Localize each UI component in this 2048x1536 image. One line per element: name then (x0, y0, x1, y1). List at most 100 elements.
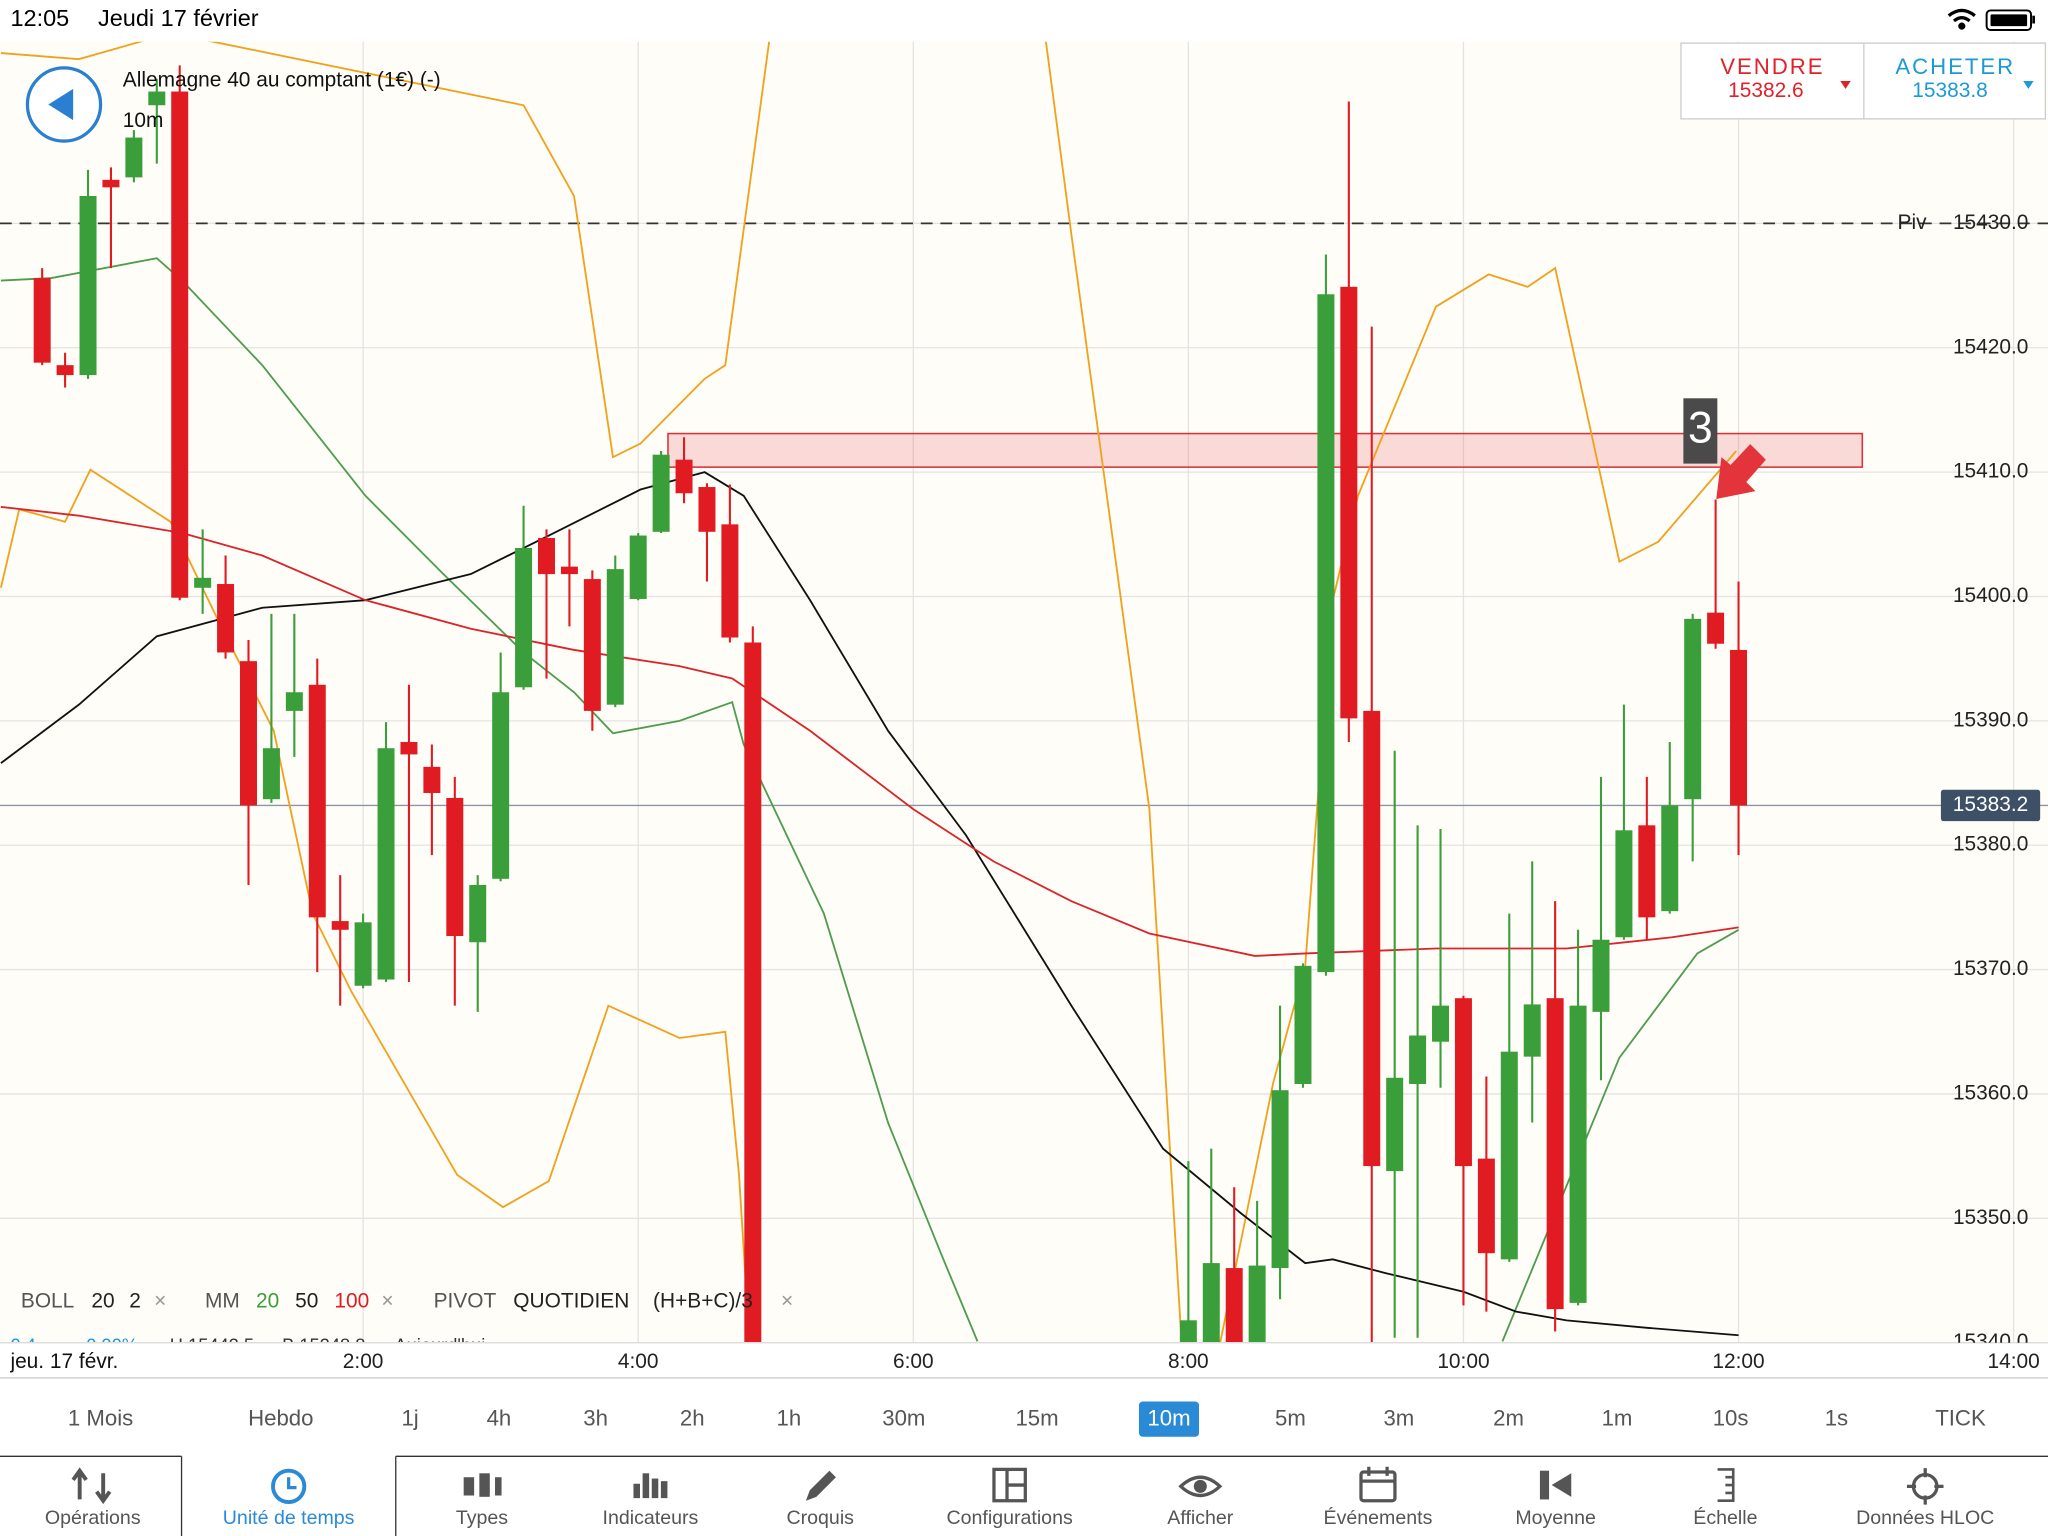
back-button[interactable] (25, 66, 103, 143)
y-tick-label: 15370.0 (1953, 957, 2028, 980)
toolbar-icon (992, 1467, 1027, 1503)
y-tick: 15360.0 (1953, 1081, 2028, 1104)
x-tick-label: 6:00 (893, 1350, 934, 1373)
buy-button[interactable]: ACHETER 15383.8 (1895, 54, 2034, 102)
icon-shape (805, 1470, 836, 1501)
toolbar-button[interactable]: Unité de temps (223, 1468, 355, 1529)
timeframe-button[interactable]: 5m (1275, 1406, 1306, 1431)
buy-label: ACHETER (1895, 54, 2015, 79)
toolbar-button[interactable]: Indicateurs (603, 1473, 699, 1529)
candle-body (721, 524, 739, 638)
timeframe-button[interactable]: 3h (583, 1406, 608, 1431)
toolbar-icon (1539, 1470, 1572, 1500)
timeframe-button[interactable]: 2h (680, 1406, 705, 1431)
y-tick-label: 15410.0 (1953, 460, 2028, 483)
candle-body (400, 741, 418, 755)
legend-param: 20 (256, 1290, 279, 1313)
toolbar-button[interactable]: Données HLOC (1856, 1468, 1994, 1529)
candle-body (1707, 612, 1725, 644)
toolbar-button[interactable]: Croquis (787, 1470, 855, 1529)
legend-param: 20 (91, 1290, 114, 1313)
timeframe-button[interactable]: 1 Mois (68, 1406, 133, 1431)
candle-body (262, 748, 280, 800)
x-tick-label: 12:00 (1712, 1350, 1764, 1373)
candle-body (515, 547, 533, 688)
timeframe-button[interactable]: 3m (1383, 1406, 1414, 1431)
last-price-badge (1940, 789, 2041, 822)
timeframe-button[interactable]: Hebdo (248, 1406, 313, 1431)
timeframe-selected (1138, 1401, 1200, 1437)
timeframe-button[interactable]: 10s (1713, 1406, 1749, 1431)
timeframe-button[interactable]: 30m (882, 1406, 925, 1431)
timeframe-button[interactable]: 10m (1147, 1406, 1190, 1431)
candle-body (652, 454, 670, 532)
toolbar-button[interactable]: Moyenne (1515, 1470, 1596, 1529)
info-item: H 15442.5 (170, 1334, 254, 1355)
toolbar-icon (633, 1473, 668, 1499)
legend-close[interactable]: × (781, 1290, 793, 1313)
y-tick-label: 15430.0 (1953, 211, 2028, 234)
indicator-line (0, 468, 751, 1343)
timeframe-button[interactable]: 1h (777, 1406, 802, 1431)
timeframe-button[interactable]: 1j (401, 1406, 418, 1431)
last-price-label: 15383.2 (1953, 793, 2028, 816)
icon-shape (495, 1477, 502, 1496)
y-tick: 15410.0 (1953, 460, 2028, 483)
candle-body (1409, 1035, 1427, 1085)
icon-shape (1551, 1473, 1572, 1497)
legend-formula: (H+B+C)/3 (653, 1290, 753, 1313)
toolbar-button[interactable]: Opérations (45, 1467, 141, 1529)
candle-body (1363, 710, 1381, 1167)
toolbar-button[interactable]: Afficher (1167, 1475, 1234, 1529)
candle-body (423, 766, 441, 793)
y-tick: 15400.0 (1953, 584, 2028, 607)
timeframe-button[interactable]: 15m (1015, 1406, 1058, 1431)
sell-arrow (1840, 80, 1851, 89)
icon-shape (463, 1477, 475, 1496)
timeframe-button[interactable]: 1m (1602, 1406, 1633, 1431)
y-tick-label: 15340.0 (1953, 1330, 2028, 1353)
legend-param: 2 (129, 1290, 141, 1313)
legend-boll: BOLL (21, 1290, 74, 1313)
candle-body (171, 91, 189, 598)
toolbar-icon (463, 1473, 502, 1497)
toolbar-label: Afficher (1167, 1507, 1233, 1529)
icon-shape (1717, 1468, 1735, 1503)
toolbar-button[interactable]: Événements (1324, 1466, 1433, 1529)
toolbar-button[interactable]: Configurations (947, 1467, 1073, 1529)
toolbar-button[interactable]: Types (456, 1473, 508, 1529)
x-tick-label: 10:00 (1437, 1350, 1489, 1373)
icon-shape (287, 1477, 297, 1490)
toolbar-label: Types (456, 1507, 508, 1529)
y-tick: 15350.0 (1953, 1206, 2028, 1229)
timeframe-button[interactable]: TICK (1935, 1406, 1986, 1431)
icon-shape (1911, 1472, 1939, 1500)
candle-body (125, 137, 143, 178)
candle-body (629, 535, 647, 599)
y-tick-label: 15400.0 (1953, 584, 2028, 607)
sell-button[interactable]: VENDRE 15382.6 (1720, 54, 1851, 102)
toolbar-label: Croquis (787, 1507, 855, 1529)
interval-label: 10m (123, 109, 164, 132)
candle-body (469, 885, 487, 943)
timeframe-button[interactable]: 2m (1493, 1406, 1524, 1431)
legend-period: QUOTIDIEN (513, 1290, 629, 1313)
candle-body (492, 692, 510, 879)
y-tick-label: 15420.0 (1953, 335, 2028, 358)
x-date-label: jeu. 17 févr. (9, 1350, 118, 1373)
wifi-icon (1947, 8, 1976, 30)
timeframe-button[interactable]: 4h (487, 1406, 512, 1431)
legend-close[interactable]: × (154, 1290, 166, 1313)
candle-body (1684, 618, 1702, 800)
toolbar-icon (1717, 1468, 1735, 1503)
icon-shape (1193, 1479, 1207, 1493)
icon-shape (1360, 1466, 1395, 1483)
timeframe-button[interactable]: 1s (1825, 1406, 1848, 1431)
toolbar-icon (805, 1470, 836, 1501)
candle-body (217, 584, 235, 653)
legend-close[interactable]: × (381, 1290, 393, 1313)
toolbar-button[interactable]: Échelle (1693, 1468, 1758, 1529)
toolbar-icon (71, 1467, 112, 1505)
y-tick: 15390.0 (1953, 708, 2028, 731)
